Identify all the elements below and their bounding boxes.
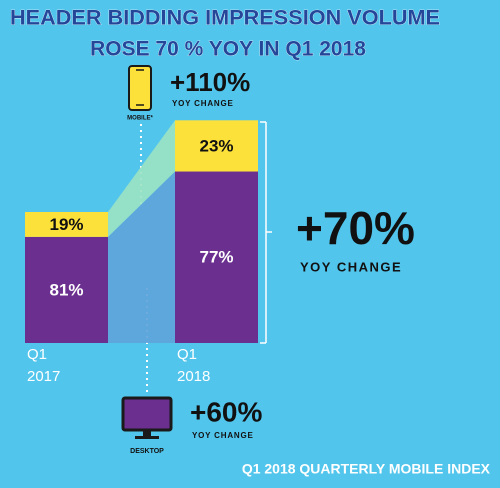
bar-segment (25, 236, 108, 343)
value-label: 19% (49, 215, 83, 234)
bar-segment (175, 120, 258, 172)
value-label: 23% (199, 136, 233, 155)
connector (108, 171, 175, 343)
x-tick-label: Q1 (27, 346, 47, 363)
footer: Q1 2018 QUARTERLY MOBILE INDEX (242, 461, 491, 477)
value-label: 81% (49, 280, 83, 299)
x-tick-label: 2018 (177, 368, 210, 385)
series-change-caption: YOY CHANGE (192, 431, 254, 440)
x-tick-label: 2017 (27, 368, 60, 385)
series-change: +60% (190, 396, 262, 427)
bracket (260, 121, 272, 344)
total-change: +70% (296, 202, 415, 254)
title-line: ROSE 70 % YOY IN Q1 2018 (90, 38, 366, 61)
desktop-icon (121, 396, 173, 439)
title-line: HEADER BIDDING IMPRESSION VOLUME (10, 7, 440, 30)
series-change: +110% (170, 67, 250, 97)
bar-segment (175, 171, 258, 343)
x-tick-label: Q1 (177, 346, 197, 363)
legend-label: DESKTOP (130, 448, 164, 455)
series-change-caption: YOY CHANGE (172, 99, 234, 108)
connector (108, 120, 175, 237)
plot: 81% 19% Q1 2017 77% 23% Q1 2018 (25, 120, 258, 385)
legend-label: MOBILE* (127, 116, 153, 122)
mobile-icon (128, 65, 152, 111)
value-label: 77% (199, 248, 233, 267)
total-change-caption: YOY CHANGE (300, 259, 402, 274)
bar-segment (25, 212, 108, 237)
